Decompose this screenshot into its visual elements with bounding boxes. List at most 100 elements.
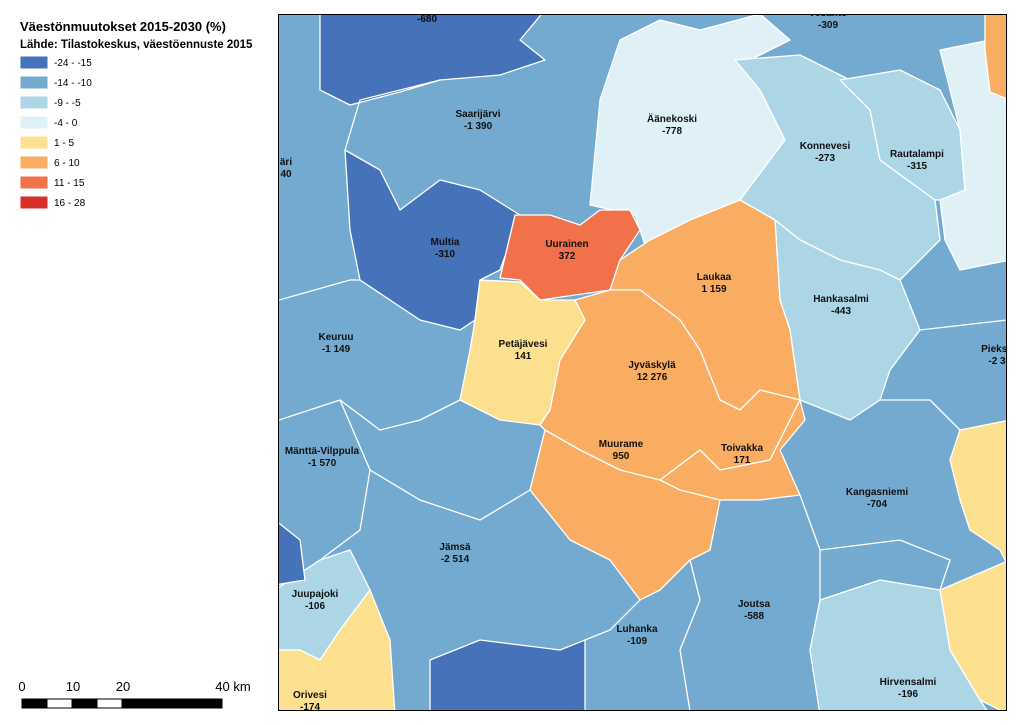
legend-swatch	[19, 135, 49, 150]
legend-swatch	[19, 115, 49, 130]
region-value: 171	[734, 455, 751, 466]
region-value: -443	[831, 306, 851, 317]
border	[679, 559, 701, 710]
region-value: 950	[613, 451, 630, 462]
legend-swatch	[19, 75, 49, 90]
border	[819, 539, 951, 591]
municipality	[279, 589, 396, 710]
map: -680 Vesanto-309 Saarijärvi-1 390 Äänekoski…	[279, 8, 1013, 713]
scale-segment	[96, 698, 123, 709]
border	[344, 79, 441, 151]
region-name: Hirvensalmi	[880, 677, 937, 688]
border	[319, 399, 371, 561]
border	[919, 319, 1006, 331]
region-name: Muurame	[599, 439, 644, 450]
region-name: Jämsä	[439, 542, 471, 553]
region-value: 40	[280, 169, 292, 180]
region-name: Keuruu	[319, 332, 354, 343]
region-value: 12 276	[637, 372, 668, 383]
region-value: -1 149	[322, 344, 351, 355]
scale-label: 40 km	[215, 679, 250, 694]
region-value: 141	[515, 351, 532, 362]
region-name: Rautalampi	[890, 149, 944, 160]
region-value: -1 570	[308, 458, 337, 469]
legend-label: 11 - 15	[54, 178, 85, 189]
legend-title: Väestönmuutokset 2015-2030 (%)	[20, 19, 226, 34]
legend-label: -24 - -15	[54, 58, 92, 69]
region-labels: -680 Vesanto-309 Saarijärvi-1 390 Äänekoski…	[280, 8, 1013, 713]
municipality	[984, 15, 1006, 100]
scale-segment	[71, 698, 98, 709]
legend-swatch	[19, 175, 49, 190]
border	[369, 469, 531, 521]
scale-segment	[121, 698, 223, 709]
region-name: Juupajoki	[292, 589, 339, 600]
legend-swatch	[19, 195, 49, 210]
legend-label: -9 - -5	[54, 98, 81, 109]
region-name: Saarijärvi	[455, 109, 500, 120]
border	[584, 599, 641, 641]
region-value: -704	[867, 499, 887, 510]
legend-label: -4 - 0	[54, 118, 78, 129]
region-value: -778	[662, 126, 682, 137]
legend: -24 - -15 -14 - -10 -9 - -5 -4 - 0 1 - 5 6 - …	[19, 55, 92, 210]
region-value: -196	[898, 689, 918, 700]
region-name: Joutsa	[738, 599, 771, 610]
border	[279, 279, 360, 301]
region-value: -2 514	[441, 554, 470, 565]
legend-label: 1 - 5	[54, 138, 74, 149]
legend-source: Lähde: Tilastokeskus, väestöennuste 2015	[20, 39, 253, 51]
legend-label: 6 - 10	[54, 158, 80, 169]
legend-label: 16 - 28	[54, 198, 86, 209]
region-name: Äänekoski	[647, 112, 697, 125]
region-value: -315	[907, 161, 927, 172]
region-name: Petäjävesi	[499, 339, 548, 350]
border	[279, 399, 461, 431]
region-value: -109	[627, 636, 647, 647]
region-value: -309	[818, 20, 838, 31]
region-name: Laukaa	[697, 272, 732, 283]
region-name: äri	[280, 157, 292, 168]
scale-label: 0	[18, 679, 25, 694]
region-value: -273	[815, 153, 835, 164]
scale-label: 10	[66, 679, 80, 694]
region-name: Orivesi	[293, 690, 327, 701]
map-frame	[278, 14, 1007, 711]
region-name: Vesanto	[809, 8, 847, 19]
region-value: 372	[559, 251, 576, 262]
scale-segment	[46, 698, 73, 709]
legend-label: -14 - -10	[54, 78, 92, 89]
municipality	[949, 420, 1006, 564]
region-name: Uurainen	[545, 239, 588, 250]
region-value: -310	[435, 249, 455, 260]
region-name: Konnevesi	[800, 141, 851, 152]
region-name: Luhanka	[616, 624, 658, 635]
region-name: Hankasalmi	[813, 294, 869, 305]
region-value: -1 390	[464, 121, 493, 132]
municipality	[429, 639, 586, 710]
municipality	[279, 522, 306, 585]
scale-segment	[21, 698, 48, 709]
region-name: Pieksä	[981, 344, 1013, 355]
legend-swatch	[19, 55, 49, 70]
municipality	[319, 15, 546, 106]
region-value: -174	[300, 702, 320, 713]
region-name: Kangasniemi	[846, 487, 908, 498]
region-name: Jyväskylä	[628, 360, 676, 371]
scale-label: 20	[116, 679, 130, 694]
region-value: -2 3	[988, 356, 1006, 367]
legend-swatch	[19, 155, 49, 170]
region-value: -680	[417, 14, 437, 25]
region-value: 1 159	[701, 284, 726, 295]
region-value: -106	[305, 601, 325, 612]
legend-swatch	[19, 95, 49, 110]
region-name: Multia	[431, 237, 460, 248]
municipality	[809, 579, 988, 710]
border	[880, 399, 961, 431]
region-value: -588	[744, 611, 764, 622]
region-name: Toivakka	[721, 443, 763, 454]
region-name: Mänttä-Vilppula	[285, 446, 360, 457]
scale-bar: 0 10 20 40 km	[18, 679, 251, 709]
